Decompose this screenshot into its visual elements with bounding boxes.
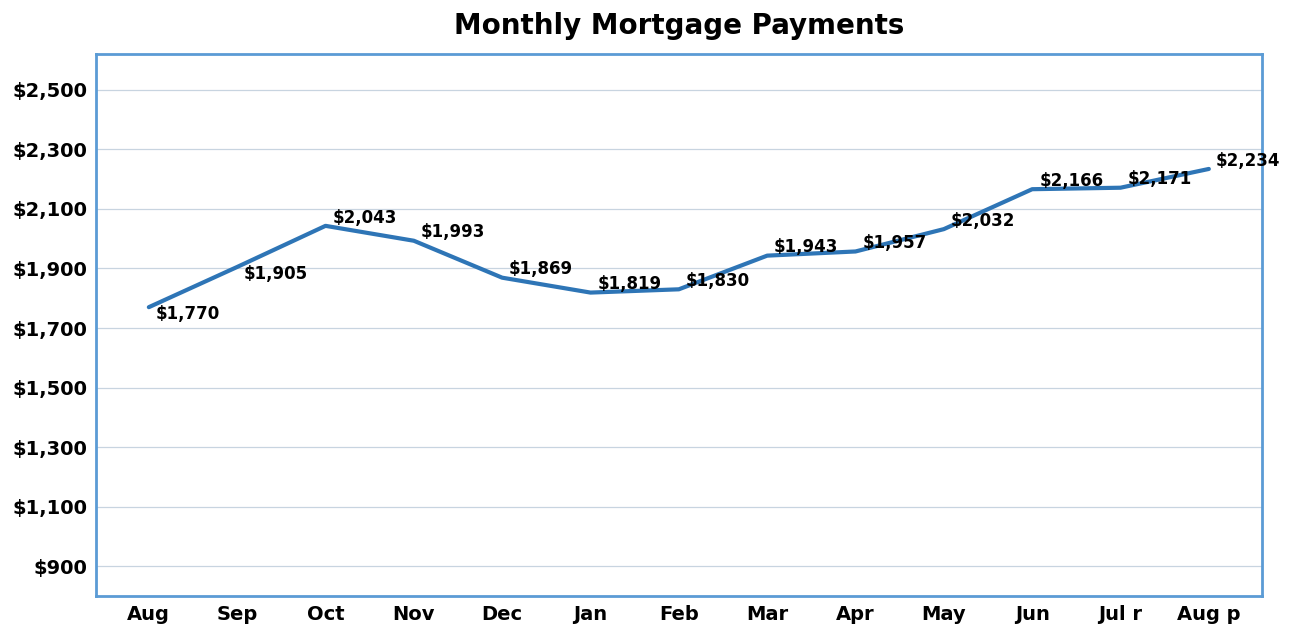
Text: $1,993: $1,993 [421,223,485,242]
Text: $2,234: $2,234 [1216,151,1280,170]
Text: $1,830: $1,830 [686,272,750,290]
Text: $1,869: $1,869 [510,260,573,279]
Text: $1,943: $1,943 [774,238,838,256]
Text: $2,171: $2,171 [1127,170,1192,188]
Text: $2,032: $2,032 [950,212,1015,230]
Text: $1,905: $1,905 [244,265,308,283]
Text: $2,043: $2,043 [333,209,396,226]
Title: Monthly Mortgage Payments: Monthly Mortgage Payments [454,13,904,41]
Text: $1,819: $1,819 [598,275,662,293]
Text: $2,166: $2,166 [1039,172,1104,190]
Text: $1,770: $1,770 [156,305,220,323]
Text: $1,957: $1,957 [862,234,927,252]
